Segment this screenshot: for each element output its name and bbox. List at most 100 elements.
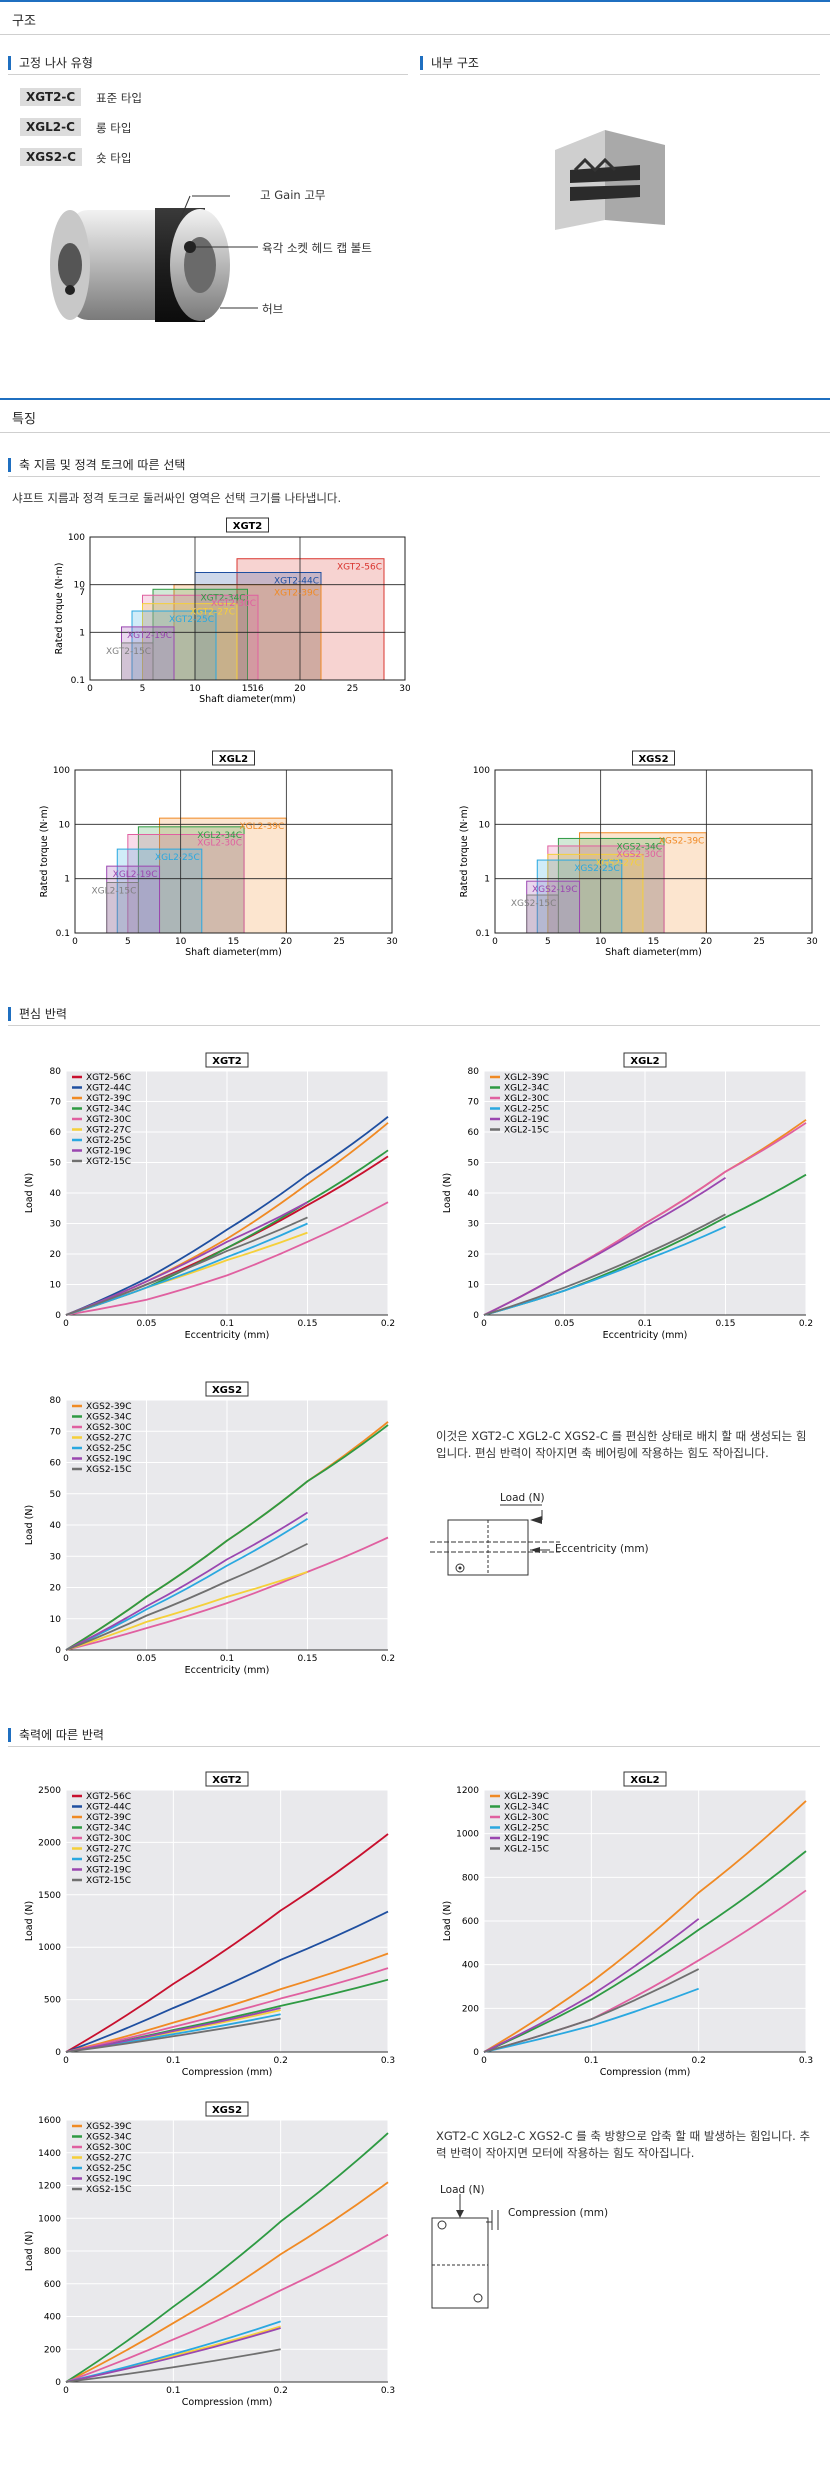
series-xgl2-15c bbox=[483, 1968, 700, 2053]
type-desc: 표준 타입 bbox=[96, 91, 142, 105]
callout-hub: 허브 bbox=[262, 302, 284, 316]
x-tick-label: 0.1 bbox=[166, 2386, 180, 2396]
axial-chart-xgl2: XGL2 0 200 400 600 800 1000 1200 0 0.1 0.2 0.3 XGL2-… bbox=[442, 1771, 813, 2078]
series-xgs2-19c bbox=[65, 2327, 281, 2383]
region-label: XGT2-25C bbox=[169, 615, 214, 625]
y-tick-label: 70 bbox=[468, 1098, 480, 1108]
chart-title-box bbox=[205, 1381, 249, 1397]
axial-header: 축력에 따른 반력 bbox=[8, 1728, 104, 1742]
series-xgt2-25c bbox=[65, 1222, 308, 1316]
y-tick-label: 0 bbox=[473, 1311, 479, 1321]
x-tick-label: 25 bbox=[753, 937, 764, 947]
divider bbox=[8, 476, 820, 477]
series-xgs2-30c bbox=[65, 1536, 389, 1651]
x-tick-label: 15 bbox=[242, 684, 253, 694]
legend-label: XGS2-25C bbox=[86, 1444, 132, 1454]
x-tick-label: 0 bbox=[492, 937, 498, 947]
region-label: XGS2-30C bbox=[617, 850, 663, 860]
x-axis-label: Compression (mm) bbox=[600, 2067, 691, 2078]
y-tick-label: 70 bbox=[50, 1427, 62, 1437]
chart-title-box bbox=[205, 1771, 249, 1787]
x-tick-label: 0.15 bbox=[715, 1319, 735, 1329]
legend-label: XGL2-25C bbox=[504, 1824, 549, 1834]
section-bar bbox=[0, 0, 830, 2]
x-tick-label: 30 bbox=[399, 684, 410, 694]
y-tick-label: 100 bbox=[53, 766, 70, 776]
selection-description: 샤프트 지름과 정격 토크로 둘러싸인 영역은 선택 크기를 나타냅니다. bbox=[12, 491, 342, 505]
x-tick-label: 0.05 bbox=[136, 1654, 156, 1664]
series-xgt2-30c bbox=[65, 1967, 389, 2053]
plot-frame bbox=[494, 769, 813, 934]
x-tick-label: 10 bbox=[175, 937, 187, 947]
legend-label: XGS2-39C bbox=[86, 1402, 132, 1412]
y-tick-label: 40 bbox=[468, 1189, 480, 1199]
legend-label: XGT2-27C bbox=[86, 1126, 131, 1136]
region-xgt2-27c bbox=[142, 603, 238, 681]
x-tick-label: 5 bbox=[545, 937, 551, 947]
legend-label: XGT2-15C bbox=[86, 1157, 131, 1167]
selection-header: 축 지름 및 정격 토크에 따른 선택 bbox=[8, 458, 185, 472]
y-tick-label: 80 bbox=[50, 1067, 62, 1077]
axial-chart-xgt2: XGT2 0 500 1000 1500 2000 2500 0 0.1 0.2 0.3 XGT2-5… bbox=[24, 1771, 395, 2078]
y-tick-label: 400 bbox=[462, 1961, 479, 1971]
axial-note: XGT2-C XGL2-C XGS2-C 를 축 방향으로 압축 할 때 발생하… bbox=[436, 2129, 811, 2160]
y-tick-label: 0 bbox=[55, 1311, 61, 1321]
series-xgs2-19c bbox=[65, 1511, 308, 1651]
legend-label: XGT2-44C bbox=[86, 1803, 131, 1813]
x-tick-label: 0 bbox=[481, 2056, 487, 2066]
region-xgt2-34c bbox=[152, 588, 248, 681]
series-xgl2-25c bbox=[483, 1225, 726, 1316]
eccentric-header: 편심 반력 bbox=[8, 1007, 67, 1021]
x-tick-label: 5 bbox=[125, 937, 131, 947]
x-tick-label: 0.2 bbox=[274, 2056, 288, 2066]
legend-label: XGS2-25C bbox=[86, 2164, 132, 2174]
series-xgt2-19c bbox=[65, 1201, 308, 1316]
y-tick-label: 30 bbox=[50, 1220, 62, 1230]
y-tick-label: 2500 bbox=[38, 1786, 61, 1796]
chart-title-box bbox=[632, 750, 675, 766]
y-tick-label: 10 bbox=[74, 581, 86, 591]
fixed-screw-header: 고정 나사 유형 bbox=[8, 56, 93, 70]
type-desc: 숏 타입 bbox=[96, 151, 132, 165]
legend-label: XGT2-44C bbox=[86, 1084, 131, 1094]
legend-label: XGL2-15C bbox=[504, 1126, 549, 1136]
region-xgt2-30c bbox=[142, 594, 259, 681]
region-label: XGS2-15C bbox=[511, 899, 557, 909]
eccentric-load-label: Load (N) bbox=[500, 1492, 545, 1504]
plot-frame bbox=[89, 536, 406, 681]
region-label: XGS2-39C bbox=[659, 837, 705, 847]
x-tick-label: 0 bbox=[72, 937, 78, 947]
chart-title: XGS2 bbox=[212, 2105, 242, 2116]
x-tick-label: 16 bbox=[252, 684, 264, 694]
series-xgs2-34c bbox=[65, 2132, 389, 2383]
series-xgt2-30c bbox=[65, 1201, 389, 1316]
series-xgt2-44c bbox=[65, 1910, 389, 2053]
series-xgt2-15c bbox=[65, 2017, 281, 2053]
axial-comp-label: Compression (mm) bbox=[508, 2207, 609, 2219]
chart-title-box bbox=[212, 750, 255, 766]
chart-title: XGT2 bbox=[233, 521, 263, 532]
y-tick-label: 10 bbox=[50, 1281, 62, 1291]
region-xgl2-30c bbox=[127, 833, 245, 934]
legend-label: XGL2-39C bbox=[504, 1792, 549, 1802]
series-xgl2-25c bbox=[483, 1987, 699, 2053]
chart-title-box bbox=[623, 1771, 667, 1787]
internal-structure-illustration bbox=[555, 130, 665, 230]
divider bbox=[8, 74, 408, 75]
section-bar bbox=[0, 398, 830, 400]
legend-label: XGS2-15C bbox=[86, 2185, 132, 2195]
x-tick-label: 0.2 bbox=[381, 1319, 395, 1329]
eccentric-chart-xgl2: XGL2 0 10 20 30 40 50 60 70 80 0 0.05 0.1 0.15 0.2 XGL2… bbox=[442, 1052, 813, 1341]
legend-label: XGT2-25C bbox=[86, 1136, 131, 1146]
y-tick-label: 20 bbox=[468, 1250, 480, 1260]
callout-rubber: 고 Gain 고무 bbox=[260, 188, 326, 202]
region-label: XGT2-56C bbox=[337, 563, 382, 573]
y-tick-label: 400 bbox=[44, 2313, 61, 2323]
region-xgs2-15c bbox=[526, 894, 559, 934]
type-desc: 롱 타입 bbox=[96, 121, 132, 135]
x-tick-label: 0 bbox=[87, 684, 93, 694]
y-axis-label: Load (N) bbox=[24, 1505, 35, 1545]
divider bbox=[420, 74, 820, 75]
x-tick-label: 10 bbox=[595, 937, 607, 947]
